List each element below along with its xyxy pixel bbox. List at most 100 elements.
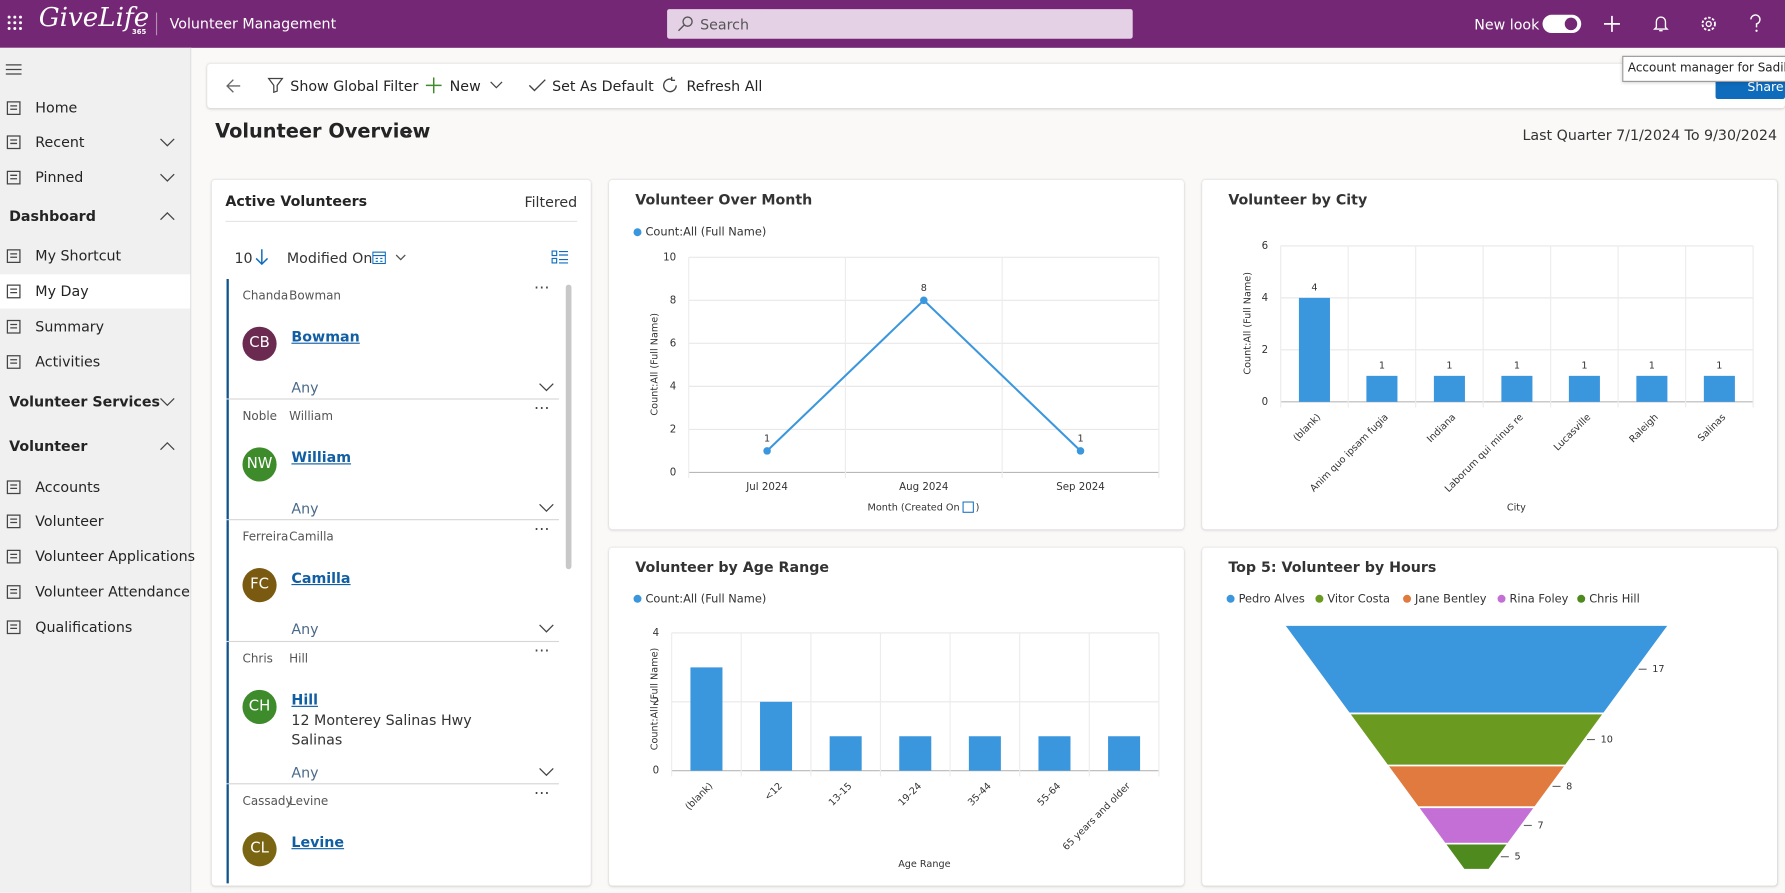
nav-label: Home <box>35 99 78 117</box>
nav-section: Dashboard <box>9 207 96 225</box>
list-row[interactable]: Noble William ⋯ NW William Any <box>212 399 565 521</box>
help-icon[interactable] <box>1749 14 1763 34</box>
dashboard-title[interactable]: Volunteer Overview <box>215 120 431 144</box>
nav-item[interactable]: Pinned <box>0 161 190 195</box>
data-label: 10 <box>1601 735 1613 746</box>
nav-label: Activities <box>35 352 101 370</box>
list-row[interactable]: Chris Hill ⋯ CH Hill 12 Monterey Salinas Hwy S… <box>212 642 565 785</box>
record-link[interactable]: Hill <box>291 691 318 709</box>
scrollbar[interactable] <box>565 284 572 570</box>
legend-marker <box>633 228 642 237</box>
address: 12 Monterey Salinas Hwy <box>291 711 472 729</box>
row-expand <box>539 503 554 513</box>
x-tick-label: Indiana <box>1425 412 1458 445</box>
record-link[interactable]: William <box>291 448 352 466</box>
more-button[interactable]: ⋯ <box>533 784 551 803</box>
y-axis-label: Count:All (Full Name) <box>650 313 661 416</box>
nav-chevron <box>160 441 175 451</box>
new-dropdown[interactable] <box>490 81 504 90</box>
list-row[interactable]: Chanda Bowman ⋯ CB Bowman Any <box>212 278 565 400</box>
nav-item[interactable]: Recent <box>0 125 190 159</box>
bell-icon[interactable] <box>1653 15 1669 33</box>
record-link[interactable]: Levine <box>291 833 345 851</box>
app-name[interactable]: Volunteer Management <box>169 14 337 32</box>
view-icon[interactable] <box>551 249 569 264</box>
y-tick-label: 10 <box>663 251 676 263</box>
hamburger[interactable] <box>5 63 22 77</box>
command-button[interactable]: Set As Default <box>552 77 654 95</box>
list-rows: Chanda Bowman ⋯ CB Bowman Any Noble William ⋯ NW W… <box>212 278 565 884</box>
nav-icon <box>6 284 21 299</box>
nav-icon <box>6 549 21 564</box>
command-button[interactable]: Show Global Filter <box>290 77 419 95</box>
x-axis-label: ) <box>976 503 980 514</box>
x-axis-label: Month (Created On <box>868 503 960 514</box>
x-tick-label: <12 <box>763 781 785 803</box>
app-launcher[interactable] <box>7 15 23 31</box>
nav-item[interactable]: Activities <box>0 345 190 379</box>
data-label: 1 <box>1514 361 1520 372</box>
row-expand-shape <box>539 767 554 777</box>
nav-item[interactable]: My Shortcut <box>0 239 190 273</box>
nav-icon-shape <box>6 355 21 369</box>
nav-item[interactable]: Volunteer Applications <box>0 540 195 574</box>
new-icon <box>425 77 442 94</box>
x-tick-label: Aug 2024 <box>899 481 948 493</box>
nav-label: Recent <box>35 133 85 151</box>
more-button[interactable]: ⋯ <box>533 520 551 539</box>
row-expand-shape <box>539 503 554 513</box>
back-button[interactable] <box>225 79 241 94</box>
share-button[interactable]: Share <box>1715 76 1785 100</box>
first-name: Noble <box>242 409 278 424</box>
data-label: 1 <box>764 433 770 444</box>
nav-label: Volunteer Applications <box>35 547 196 565</box>
nav-icon-shape <box>6 585 21 599</box>
nav-label: Accounts <box>35 478 101 496</box>
nav-item[interactable]: Summary <box>0 310 190 344</box>
nav-item[interactable]: My Day <box>0 274 191 309</box>
logo[interactable]: GiveLife <box>38 3 150 34</box>
sort-dropdown[interactable] <box>395 254 406 262</box>
search-box[interactable]: Search <box>667 9 1133 39</box>
nav-icon-shape <box>6 101 21 116</box>
list-card: Active Volunteers Filtered 10 Modified O… <box>211 179 591 886</box>
record-count[interactable]: 10 <box>234 249 253 267</box>
more-button[interactable]: ⋯ <box>533 278 551 298</box>
list-row[interactable]: Ferreira Camilla ⋯ FC Camilla Any <box>212 520 565 643</box>
point <box>920 296 928 305</box>
y-tick-label: 0 <box>653 765 660 777</box>
nav-chevron-shape <box>160 138 175 147</box>
row-separator <box>226 640 559 643</box>
record-link[interactable]: Bowman <box>291 327 360 345</box>
command-bar: Show Global Filter New Set As Default Re… <box>207 63 1785 109</box>
nav-item[interactable]: Volunteer <box>0 504 190 538</box>
command-button[interactable]: Refresh All <box>686 77 763 95</box>
legend-marker <box>1315 594 1324 603</box>
data-label: 7 <box>1537 820 1543 831</box>
nav-item[interactable]: Accounts <box>0 470 190 504</box>
y-tick-label: 2 <box>1262 344 1269 356</box>
first-name: Cassady <box>242 794 293 809</box>
nav-item[interactable]: Home <box>0 91 190 125</box>
more-button[interactable]: ⋯ <box>533 642 551 661</box>
nav-item[interactable]: Dashboard <box>0 199 190 233</box>
last-name: Camilla <box>289 530 334 545</box>
sort-direction[interactable] <box>255 248 269 266</box>
new-look-toggle[interactable] <box>1541 14 1582 34</box>
record-link[interactable]: Camilla <box>291 569 351 587</box>
avatar-initials: CB <box>242 326 277 361</box>
nav-item[interactable]: Volunteer <box>0 429 190 463</box>
sort-field[interactable]: Modified On <box>286 249 373 267</box>
nav-item[interactable]: Qualifications <box>0 610 190 644</box>
add-icon[interactable] <box>1603 15 1621 33</box>
nav-item[interactable]: Volunteer Services <box>0 385 190 419</box>
nav-icon <box>6 620 21 635</box>
tooltip-text: Account manager for Sadikshy <box>1627 61 1785 76</box>
nav-icon-shape <box>6 480 21 495</box>
dashboard-dropdown[interactable] <box>400 130 414 139</box>
nav-item[interactable]: Volunteer Attendance <box>0 575 190 609</box>
more-button[interactable]: ⋯ <box>533 399 551 418</box>
command-button[interactable]: New <box>449 77 481 95</box>
settings-icon[interactable] <box>1700 15 1718 33</box>
